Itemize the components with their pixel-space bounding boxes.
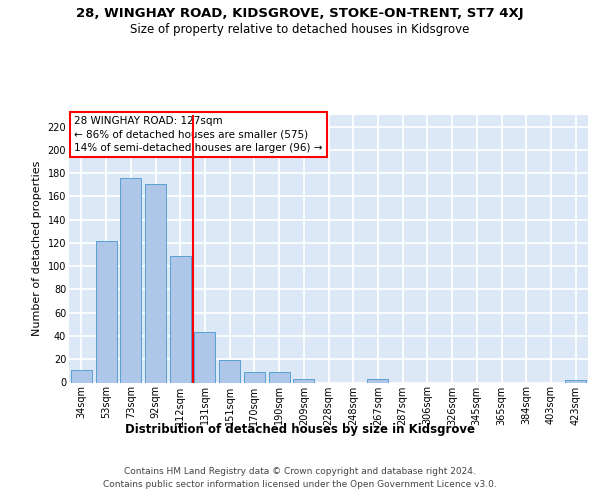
Bar	[145, 184, 166, 382]
Bar	[565, 380, 586, 382]
Bar	[170, 256, 191, 382]
Bar	[367, 379, 388, 382]
Bar	[71, 370, 92, 382]
Bar	[244, 372, 265, 382]
Bar	[269, 372, 290, 382]
Bar	[120, 178, 141, 382]
Y-axis label: Number of detached properties: Number of detached properties	[32, 161, 42, 336]
Bar	[293, 379, 314, 382]
Bar	[194, 332, 215, 382]
Text: Distribution of detached houses by size in Kidsgrove: Distribution of detached houses by size …	[125, 422, 475, 436]
Bar	[219, 360, 240, 382]
Text: 28 WINGHAY ROAD: 127sqm
← 86% of detached houses are smaller (575)
14% of semi-d: 28 WINGHAY ROAD: 127sqm ← 86% of detache…	[74, 116, 323, 152]
Text: Size of property relative to detached houses in Kidsgrove: Size of property relative to detached ho…	[130, 24, 470, 36]
Text: Contains HM Land Registry data © Crown copyright and database right 2024.
Contai: Contains HM Land Registry data © Crown c…	[103, 468, 497, 489]
Text: 28, WINGHAY ROAD, KIDSGROVE, STOKE-ON-TRENT, ST7 4XJ: 28, WINGHAY ROAD, KIDSGROVE, STOKE-ON-TR…	[76, 8, 524, 20]
Bar	[95, 240, 116, 382]
